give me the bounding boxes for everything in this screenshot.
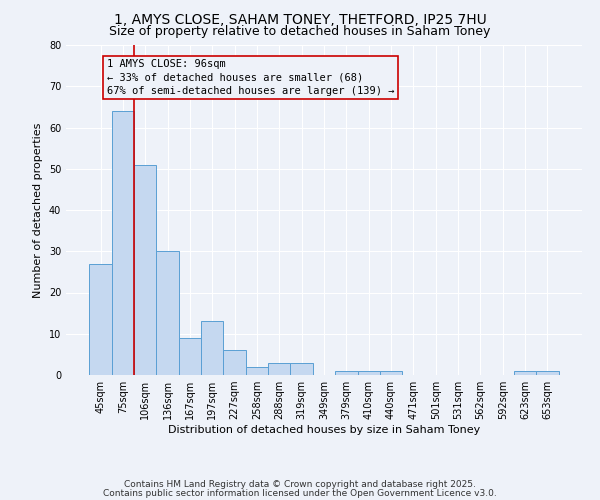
Text: Size of property relative to detached houses in Saham Toney: Size of property relative to detached ho… bbox=[109, 25, 491, 38]
Bar bbox=[268, 362, 290, 375]
Bar bbox=[246, 367, 268, 375]
Bar bbox=[536, 371, 559, 375]
Text: 1 AMYS CLOSE: 96sqm
← 33% of detached houses are smaller (68)
67% of semi-detach: 1 AMYS CLOSE: 96sqm ← 33% of detached ho… bbox=[107, 60, 394, 96]
Bar bbox=[380, 371, 402, 375]
Bar bbox=[134, 164, 157, 375]
Bar bbox=[201, 322, 223, 375]
Bar bbox=[223, 350, 246, 375]
Text: Contains HM Land Registry data © Crown copyright and database right 2025.: Contains HM Land Registry data © Crown c… bbox=[124, 480, 476, 489]
Bar bbox=[514, 371, 536, 375]
Bar bbox=[112, 111, 134, 375]
Bar bbox=[358, 371, 380, 375]
Y-axis label: Number of detached properties: Number of detached properties bbox=[33, 122, 43, 298]
Bar bbox=[290, 362, 313, 375]
Bar bbox=[89, 264, 112, 375]
X-axis label: Distribution of detached houses by size in Saham Toney: Distribution of detached houses by size … bbox=[168, 425, 480, 435]
Bar bbox=[157, 251, 179, 375]
Text: 1, AMYS CLOSE, SAHAM TONEY, THETFORD, IP25 7HU: 1, AMYS CLOSE, SAHAM TONEY, THETFORD, IP… bbox=[113, 12, 487, 26]
Bar bbox=[179, 338, 201, 375]
Text: Contains public sector information licensed under the Open Government Licence v3: Contains public sector information licen… bbox=[103, 488, 497, 498]
Bar bbox=[335, 371, 358, 375]
